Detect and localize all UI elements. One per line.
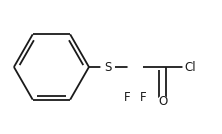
Circle shape [183, 60, 198, 74]
Text: Cl: Cl [185, 60, 196, 74]
Circle shape [101, 60, 114, 74]
Circle shape [158, 96, 168, 106]
Circle shape [128, 60, 142, 74]
Text: O: O [158, 95, 167, 108]
Text: F: F [124, 91, 131, 104]
Text: S: S [104, 60, 111, 74]
Text: F: F [140, 91, 146, 104]
